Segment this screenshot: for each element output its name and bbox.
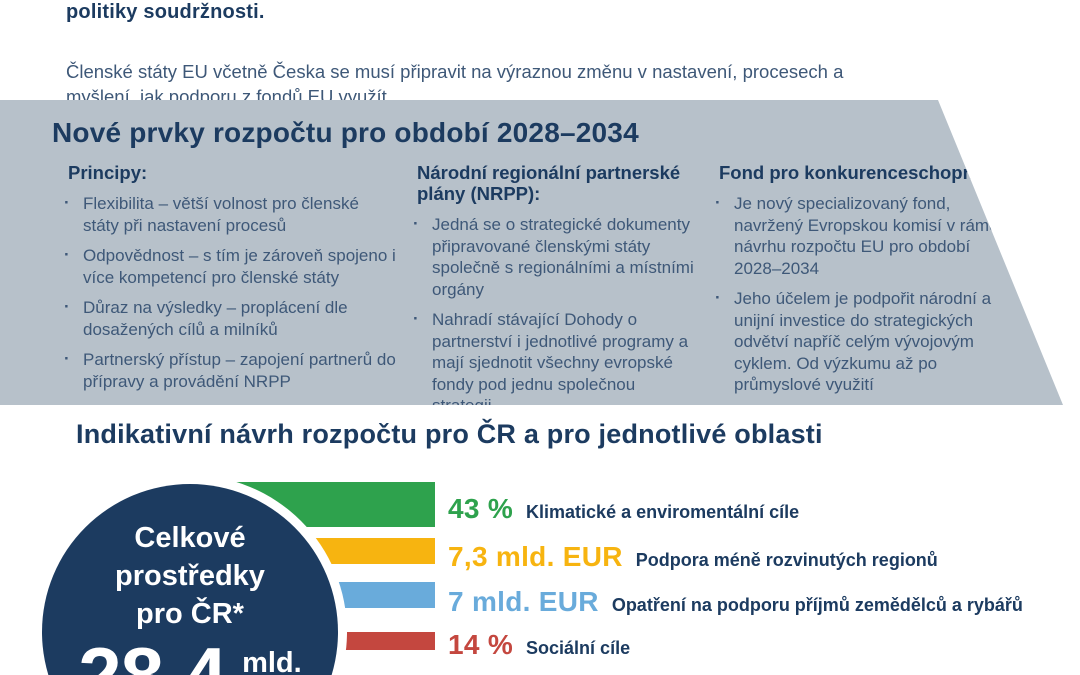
bar-value: 14 % [448,629,514,660]
new-budget-elements-panel: Nové prvky rozpočtu pro období 2028–2034… [0,100,1063,405]
bar-label-climate-goals: 43 % Klimatické a enviromentální cíle [448,493,799,525]
bar-value: 7 mld. EUR [448,586,599,617]
total-funds-circle: Celkové prostředky pro ČR* 28,4 mld. [42,484,338,675]
budget-title: Indikativní návrh rozpočtu pro ČR a pro … [76,419,823,449]
bullet-list: Flexibilita – větší volnost pro členské … [59,192,397,392]
total-funds-label: Celkové prostředky pro ČR* [115,522,265,630]
bullet-item: Důraz na výsledky – proplácení dle dosaž… [59,296,397,340]
bar-description: Sociální cíle [526,638,631,658]
bar-description: Podpora méně rozvinutých regionů [635,550,938,570]
bullet-item: Jedná se o strategické dokumenty připrav… [408,213,698,300]
bullet-item: Jeho účelem je podpořit národní a unijní… [710,287,1012,396]
bullet-item: Je nový specializovaný fond, navržený Ev… [710,192,1012,279]
bullet-item: Partnerský přístup – zapojení partnerů d… [59,348,397,392]
bar-label-farmers-fishermen: 7 mld. EUR Opatření na podporu příjmů ze… [448,586,1023,618]
column-heading: Principy: [68,162,148,183]
bar-description: Klimatické a enviromentální cíle [526,502,800,522]
column-heading: Fond pro konkurenceschopnost: [719,162,1008,183]
total-funds-value: 28,4 mld. [42,636,338,675]
bullet-item: Odpovědnost – s tím je zároveň spojeno i… [59,244,397,288]
column-heading: Národní regionální partnerské plány (NRP… [417,162,681,204]
bullet-item: Nahradí stávající Dohody o partnerství i… [408,308,698,405]
bullet-list: Jedná se o strategické dokumenty připrav… [408,213,698,405]
column-competitiveness-fund: Fond pro konkurenceschopnost: Je nový sp… [710,162,1012,405]
column-nrpp: Národní regionální partnerské plány (NRP… [408,162,698,405]
bar-value: 43 % [448,493,514,524]
bullet-item: Flexibilita – větší volnost pro členské … [59,192,397,236]
intro-heading: politiky soudržnosti. [66,1,265,23]
total-value-unit: mld. [242,647,302,675]
bullet-list: Je nový specializovaný fond, navržený Ev… [710,192,1012,396]
bar-label-less-developed-regions: 7,3 mld. EUR Podpora méně rozvinutých re… [448,541,938,573]
panel-title: Nové prvky rozpočtu pro období 2028–2034 [52,117,639,148]
total-value-number: 28,4 [78,631,227,675]
bar-value: 7,3 mld. EUR [448,541,623,572]
bar-description: Opatření na podporu příjmů zemědělců a r… [611,595,1023,615]
column-principles: Principy: Flexibilita – větší volnost pr… [59,162,397,401]
bar-label-social-goals: 14 % Sociální cíle [448,629,630,661]
